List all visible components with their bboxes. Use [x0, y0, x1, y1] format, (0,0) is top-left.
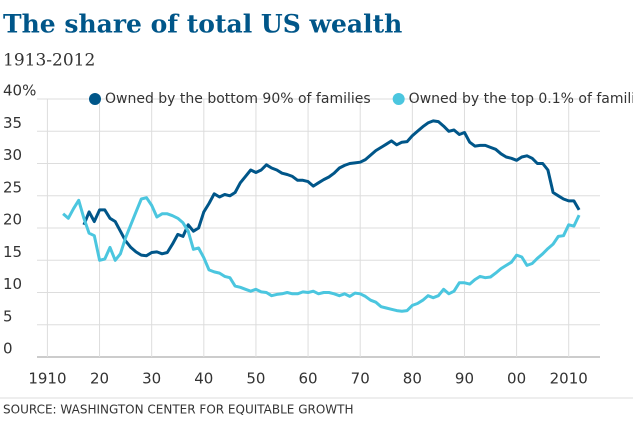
x-tick-label: 30 [142, 370, 161, 388]
x-tick-label: 80 [403, 370, 422, 388]
x-tick-label: 70 [351, 370, 370, 388]
y-tick-label: 0 [3, 340, 13, 358]
x-tick-label: 50 [246, 370, 265, 388]
legend-marker [392, 93, 405, 105]
y-tick-label: 5 [3, 307, 13, 325]
x-tick-label: 90 [455, 370, 474, 388]
x-tick-label: 20 [90, 370, 109, 388]
x-tick-label: 2010 [550, 370, 588, 388]
y-tick-label: 35 [3, 114, 22, 132]
y-tick-label: 20 [3, 211, 22, 229]
y-tick-label: 15 [3, 243, 22, 261]
x-tick-label: 00 [507, 370, 526, 388]
legend-label: Owned by the top 0.1% of families [409, 91, 633, 107]
series-line [62, 196, 581, 313]
y-tick-label: 30 [3, 146, 22, 164]
legend-label: Owned by the bottom 90% of families [105, 91, 371, 107]
x-tick-label: 40 [194, 370, 213, 388]
chart-title: The share of total US wealth [3, 10, 402, 39]
series-line [82, 119, 581, 258]
chart-subtitle: 1913-2012 [3, 51, 95, 71]
legend-marker [89, 93, 101, 105]
x-tick-label: 60 [299, 370, 318, 388]
y-tick-label: 10 [3, 275, 22, 293]
y-tick-label: 25 [3, 178, 22, 196]
y-tick-label: 40% [3, 82, 36, 100]
source: SOURCE: WASHINGTON CENTER FOR EQUITABLE … [3, 403, 354, 417]
x-tick-label: 1910 [28, 370, 66, 388]
